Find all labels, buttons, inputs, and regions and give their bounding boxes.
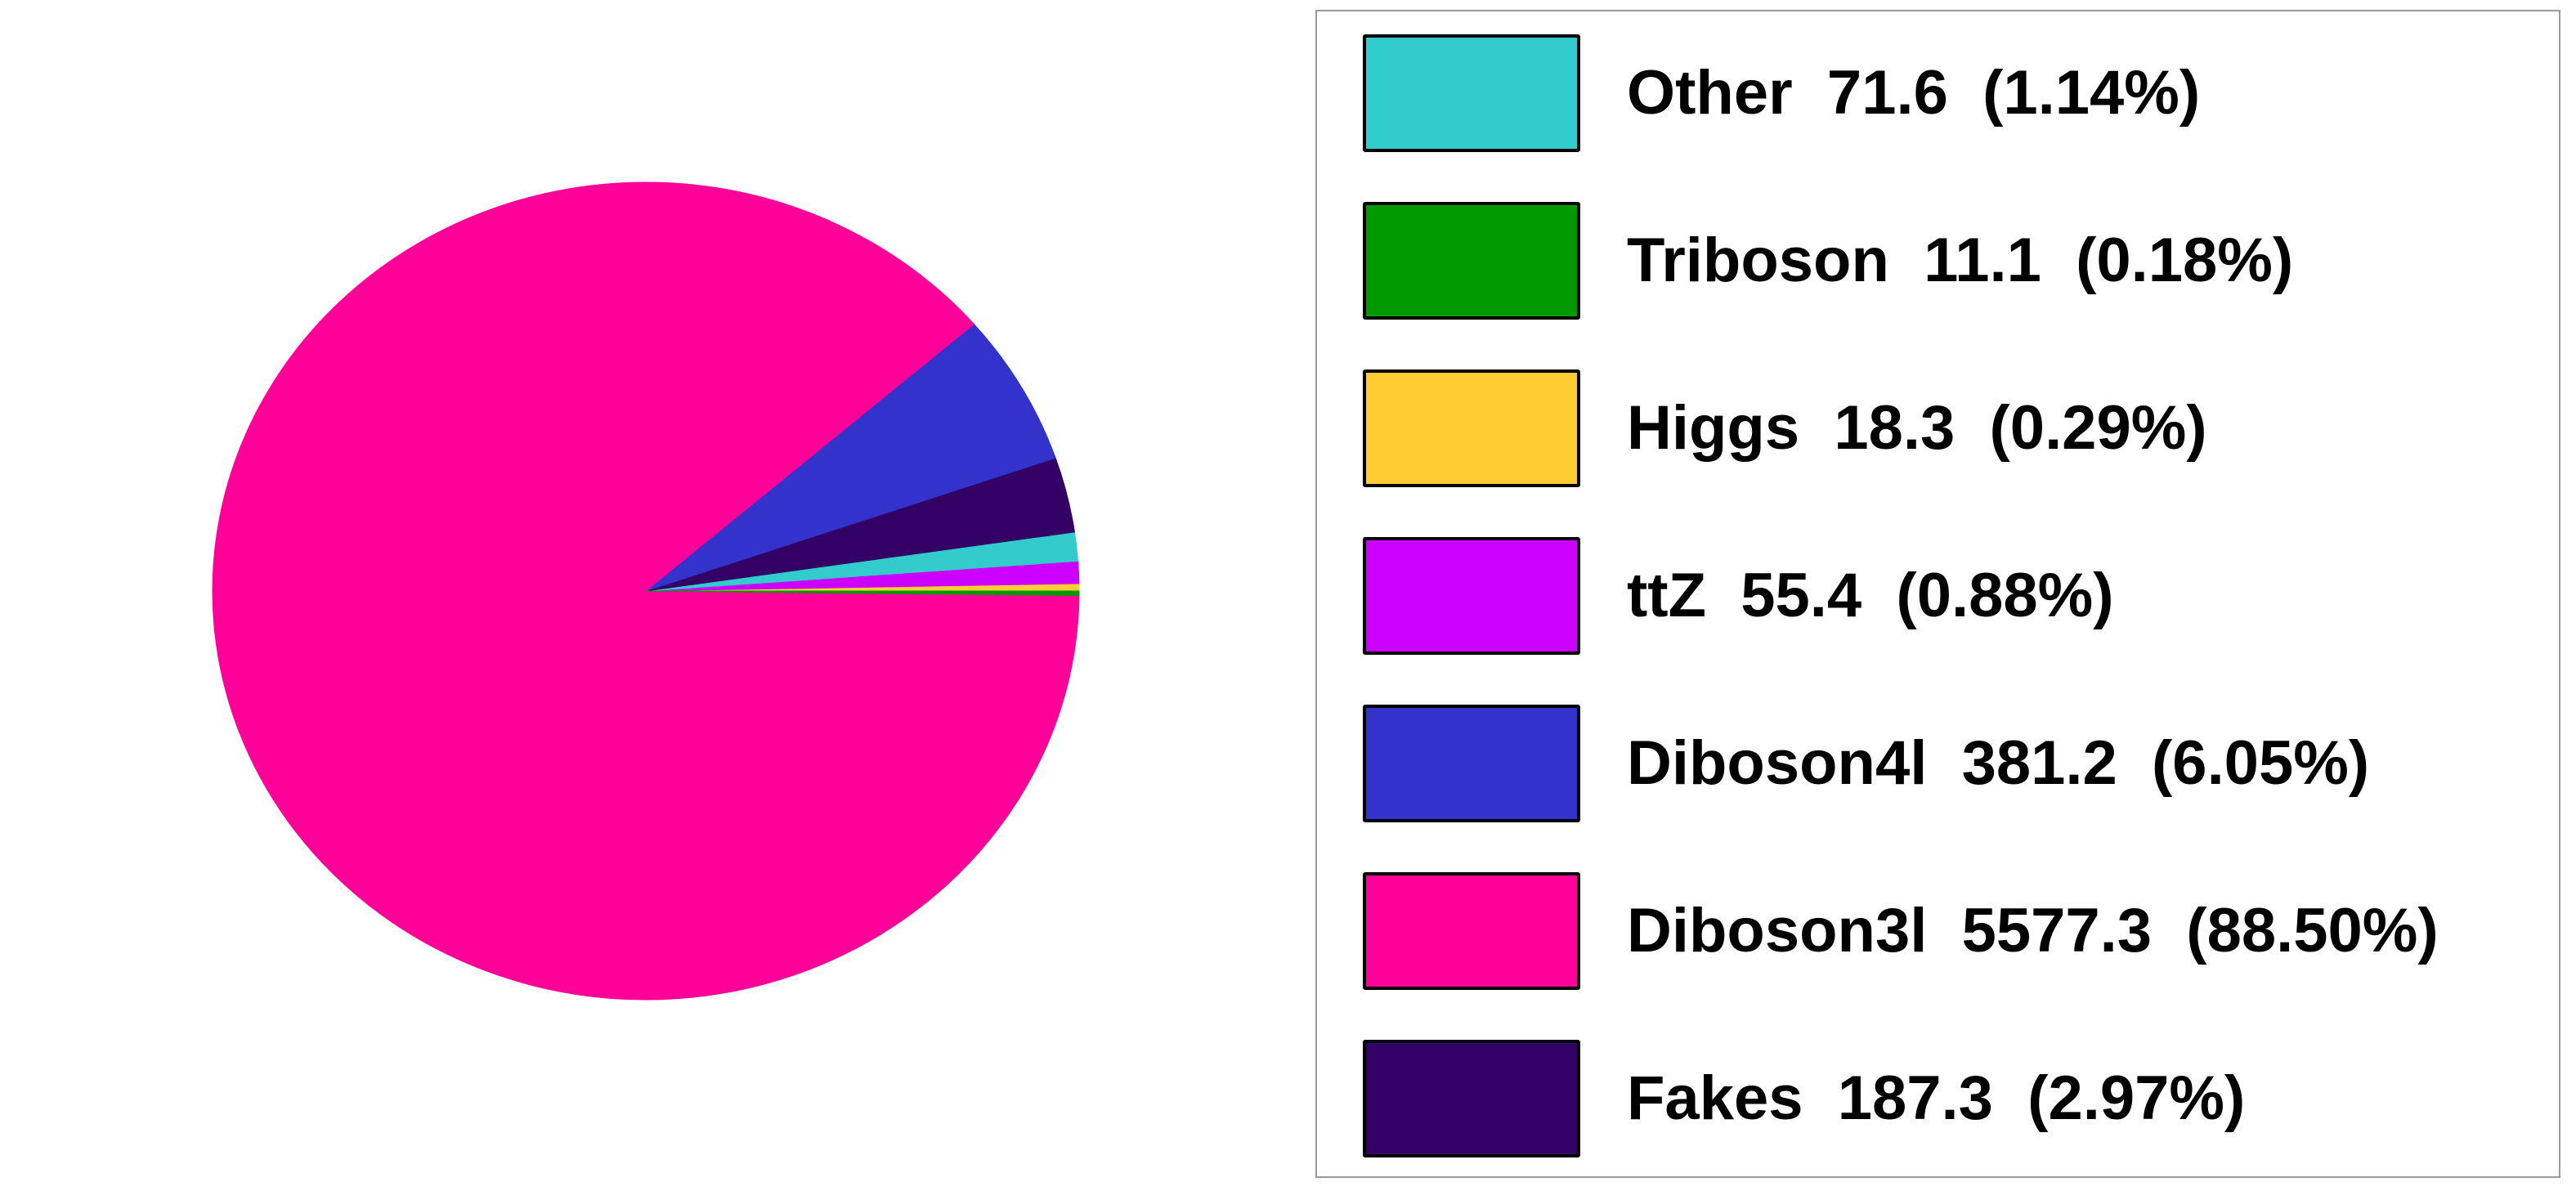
legend-label-ttz: ttZ 55.4 (0.88%) — [1627, 561, 2114, 630]
legend-entry-ttz: ttZ 55.4 (0.88%) — [1317, 537, 2559, 658]
legend-entry-higgs: Higgs 18.3 (0.29%) — [1317, 369, 2559, 490]
legend-label-diboson3l: Diboson3l 5577.3 (88.50%) — [1627, 896, 2439, 965]
legend-label-triboson: Triboson 11.1 (0.18%) — [1627, 226, 2294, 295]
legend-swatch-ttz — [1363, 537, 1580, 655]
pie-slice-triboson — [645, 590, 1080, 597]
legend-swatch-higgs — [1363, 369, 1580, 487]
legend-swatch-diboson3l — [1363, 872, 1580, 990]
legend-entry-fakes: Fakes 187.3 (2.97%) — [1317, 1040, 2559, 1161]
legend-entry-triboson: Triboson 11.1 (0.18%) — [1317, 202, 2559, 323]
legend-label-diboson4l: Diboson4l 381.2 (6.05%) — [1627, 728, 2370, 798]
legend: Other 71.6 (1.14%) Triboson 11.1 (0.18%)… — [1315, 10, 2560, 1178]
legend-label-other: Other 71.6 (1.14%) — [1627, 58, 2201, 128]
legend-swatch-diboson4l — [1363, 705, 1580, 822]
pie-slices — [212, 181, 1080, 1001]
legend-swatch-triboson — [1363, 202, 1580, 320]
legend-label-higgs: Higgs 18.3 (0.29%) — [1627, 393, 2207, 463]
legend-entry-other: Other 71.6 (1.14%) — [1317, 34, 2559, 155]
legend-swatch-other — [1363, 34, 1580, 152]
legend-swatch-fakes — [1363, 1040, 1580, 1157]
pie-slice-diboson4l — [645, 323, 1056, 592]
legend-label-fakes: Fakes 187.3 (2.97%) — [1627, 1063, 2246, 1133]
legend-entry-diboson3l: Diboson3l 5577.3 (88.50%) — [1317, 872, 2559, 993]
legend-entry-diboson4l: Diboson4l 381.2 (6.05%) — [1317, 705, 2559, 826]
pie-chart — [212, 181, 1080, 1001]
